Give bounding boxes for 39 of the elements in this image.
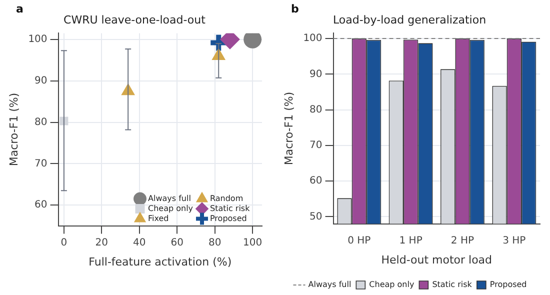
y-tick-label: 70 bbox=[310, 140, 322, 152]
legend-label: Cheap only bbox=[148, 204, 194, 213]
x-tick-label: 1 HP bbox=[399, 235, 422, 246]
y-tick-label: 70 bbox=[34, 158, 48, 170]
x-tick-label: 40 bbox=[133, 237, 146, 248]
y-tick-label: 80 bbox=[310, 104, 322, 116]
x-tick-label: 0 HP bbox=[348, 235, 371, 246]
legend-label: Always full bbox=[308, 280, 352, 290]
legend-label: Static risk bbox=[210, 204, 250, 213]
y-tick-label: 100 bbox=[303, 33, 322, 44]
x-tick-label: 3 HP bbox=[502, 235, 526, 246]
legend-label: Proposed bbox=[490, 280, 527, 290]
y-tick-label: 100 bbox=[28, 34, 48, 46]
x-axis-title: Held-out motor load bbox=[381, 253, 492, 266]
y-tick-label: 80 bbox=[34, 116, 48, 128]
y-tick-label: 90 bbox=[34, 75, 48, 86]
legend-label: Random bbox=[210, 194, 244, 203]
y-tick-label: 60 bbox=[34, 200, 48, 211]
x-tick-label: 0 bbox=[60, 237, 68, 248]
y-tick-label: 90 bbox=[310, 68, 322, 80]
legend-label: Always full bbox=[148, 194, 191, 203]
legend-label: Fixed bbox=[148, 214, 169, 223]
y-axis-title: Macro-F1 (%) bbox=[282, 92, 296, 166]
x-tick-label: 80 bbox=[208, 237, 222, 248]
x-axis-title: Full-feature activation (%) bbox=[88, 255, 232, 268]
legend-label: Proposed bbox=[210, 214, 247, 223]
x-tick-label: 60 bbox=[170, 237, 184, 248]
legend-label: Cheap only bbox=[369, 280, 414, 290]
x-tick-label: 20 bbox=[95, 237, 108, 248]
y-tick-label: 50 bbox=[310, 211, 322, 222]
y-axis-title: Macro-F1 (%) bbox=[7, 92, 20, 166]
chart-title: Load-by-load generalization bbox=[332, 13, 486, 26]
legend-label: Static risk bbox=[432, 280, 472, 290]
chart-title: CWRU leave-one-load-out bbox=[64, 13, 206, 26]
text: b bbox=[291, 2, 299, 16]
x-tick-label: 100 bbox=[243, 237, 262, 248]
text: a bbox=[16, 2, 24, 16]
x-tick-label: 2 HP bbox=[450, 235, 474, 246]
y-tick-label: 60 bbox=[310, 176, 322, 187]
